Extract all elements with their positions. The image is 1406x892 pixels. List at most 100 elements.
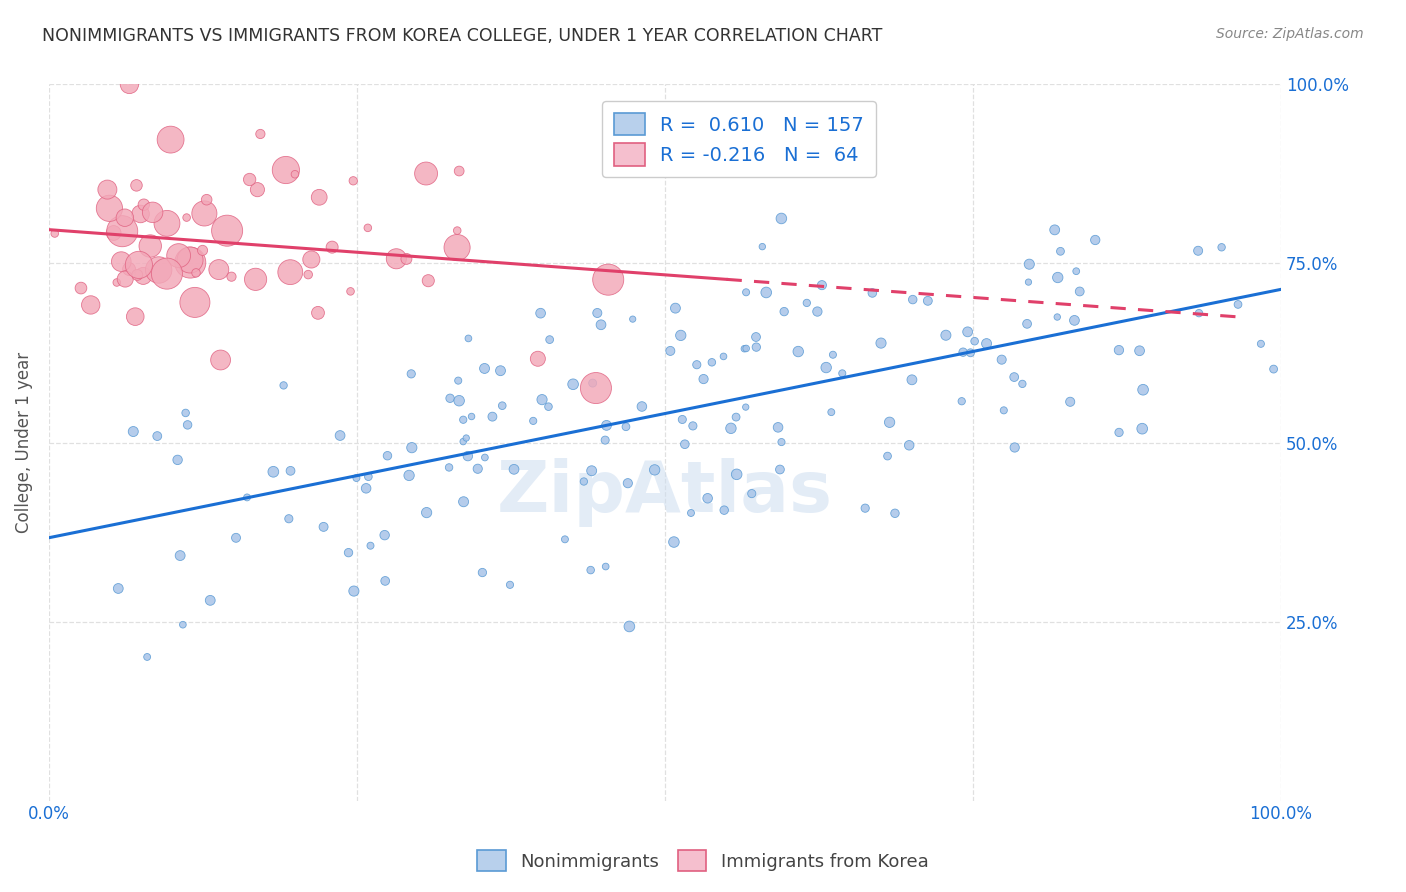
- Point: [456, 431, 478, 445]
- Text: NONIMMIGRANTS VS IMMIGRANTS FROM KOREA COLLEGE, UNDER 1 YEAR CORRELATION CHART: NONIMMIGRANTS VS IMMIGRANTS FROM KOREA C…: [42, 27, 883, 45]
- Point: [236, 491, 259, 505]
- Point: [766, 420, 789, 434]
- Point: [522, 414, 544, 428]
- Point: [1250, 336, 1272, 351]
- Point: [249, 127, 271, 141]
- Point: [460, 409, 482, 424]
- Point: [876, 449, 898, 463]
- Legend: Nonimmigrants, Immigrants from Korea: Nonimmigrants, Immigrants from Korea: [470, 843, 936, 879]
- Point: [631, 400, 654, 414]
- Point: [770, 211, 793, 226]
- Point: [179, 255, 201, 269]
- Point: [176, 211, 198, 225]
- Text: Source: ZipAtlas.com: Source: ZipAtlas.com: [1216, 27, 1364, 41]
- Point: [166, 453, 188, 467]
- Point: [1059, 394, 1081, 409]
- Point: [474, 450, 496, 465]
- Point: [917, 293, 939, 308]
- Point: [159, 133, 181, 147]
- Point: [531, 392, 554, 407]
- Point: [713, 503, 735, 517]
- Point: [148, 263, 170, 277]
- Point: [1046, 270, 1069, 285]
- Point: [474, 361, 496, 376]
- Point: [156, 267, 179, 281]
- Point: [1064, 264, 1087, 278]
- Point: [733, 342, 755, 356]
- Point: [585, 381, 607, 395]
- Point: [453, 494, 475, 508]
- Point: [346, 471, 368, 485]
- Point: [221, 269, 243, 284]
- Point: [415, 167, 437, 181]
- Point: [935, 328, 957, 343]
- Point: [879, 415, 901, 429]
- Point: [307, 306, 329, 320]
- Point: [669, 328, 692, 343]
- Point: [586, 306, 609, 320]
- Y-axis label: College, Under 1 year: College, Under 1 year: [15, 352, 32, 533]
- Point: [125, 178, 148, 193]
- Point: [815, 360, 838, 375]
- Point: [418, 274, 440, 288]
- Point: [959, 346, 981, 360]
- Point: [354, 481, 377, 495]
- Point: [860, 285, 883, 300]
- Point: [671, 412, 693, 426]
- Point: [377, 449, 399, 463]
- Point: [1129, 343, 1152, 358]
- Point: [595, 418, 617, 433]
- Point: [245, 272, 267, 286]
- Point: [451, 413, 474, 427]
- Point: [132, 197, 155, 211]
- Point: [554, 533, 576, 547]
- Point: [299, 252, 322, 267]
- Point: [734, 400, 756, 414]
- Point: [700, 355, 723, 369]
- Point: [617, 476, 640, 491]
- Point: [582, 376, 605, 390]
- Point: [831, 367, 853, 381]
- Point: [246, 183, 269, 197]
- Point: [713, 350, 735, 364]
- Point: [105, 276, 128, 290]
- Point: [399, 367, 422, 381]
- Point: [811, 278, 834, 293]
- Point: [124, 310, 146, 324]
- Point: [437, 460, 460, 475]
- Point: [745, 340, 768, 354]
- Point: [401, 441, 423, 455]
- Point: [503, 462, 526, 476]
- Point: [884, 506, 907, 520]
- Point: [357, 220, 380, 235]
- Point: [273, 378, 295, 392]
- Point: [499, 578, 522, 592]
- Point: [321, 240, 343, 254]
- Point: [156, 216, 179, 230]
- Point: [225, 531, 247, 545]
- Point: [619, 619, 641, 633]
- Point: [538, 333, 561, 347]
- Point: [342, 174, 364, 188]
- Point: [239, 172, 262, 186]
- Point: [644, 463, 666, 477]
- Point: [820, 405, 842, 419]
- Point: [572, 475, 595, 489]
- Point: [662, 535, 685, 549]
- Point: [184, 295, 207, 310]
- Point: [1187, 244, 1209, 258]
- Point: [191, 244, 214, 258]
- Point: [1046, 310, 1069, 324]
- Point: [952, 345, 974, 359]
- Point: [593, 433, 616, 447]
- Point: [1132, 383, 1154, 397]
- Point: [773, 304, 796, 318]
- Point: [527, 351, 550, 366]
- Point: [1049, 244, 1071, 259]
- Point: [745, 330, 768, 344]
- Point: [1211, 240, 1233, 254]
- Point: [679, 506, 702, 520]
- Point: [343, 584, 366, 599]
- Point: [132, 268, 155, 283]
- Point: [357, 469, 380, 483]
